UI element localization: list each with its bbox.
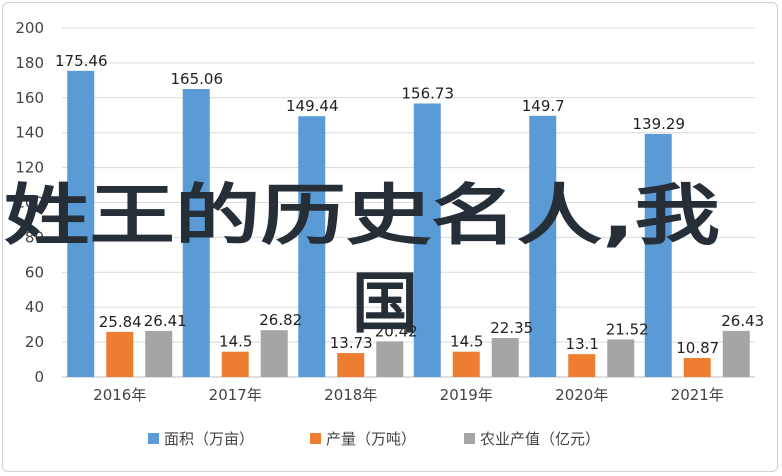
y-tick-label: 100 — [15, 194, 44, 212]
legend-swatch — [310, 433, 321, 444]
bar-value-label: 10.87 — [676, 339, 719, 357]
x-axis-ticks: 2016年 2017年 2018年 2019年 2020年 2021年 — [93, 386, 724, 404]
bar-value-label: 165.06 — [171, 70, 224, 88]
gridlines — [62, 27, 755, 378]
y-axis-ticks: 0 20 40 60 80 100 120 140 160 180 200 — [15, 19, 44, 386]
y-tick-label: 20 — [25, 333, 44, 351]
y-tick-label: 0 — [34, 368, 44, 386]
bar-value-label: 149.7 — [522, 97, 565, 115]
bar-value-label: 14.5 — [219, 333, 252, 351]
y-tick-label: 120 — [15, 159, 44, 177]
bar-value-label: 14.5 — [450, 333, 483, 351]
y-tick-label: 180 — [15, 54, 44, 72]
bar — [722, 330, 750, 377]
bar-value-label: 175.46 — [55, 52, 108, 70]
bar-value-label: 139.29 — [633, 115, 686, 133]
bar — [106, 331, 134, 377]
legend-label: 产量（万吨） — [326, 430, 416, 448]
bar — [644, 133, 672, 377]
bar-value-label: 21.52 — [606, 320, 649, 338]
bar — [529, 115, 557, 377]
bar — [413, 103, 441, 377]
bar — [260, 330, 288, 377]
bar-value-label: 25.84 — [99, 313, 142, 331]
x-tick-label: 2020年 — [555, 386, 608, 404]
legend-label: 面积（万亩） — [164, 430, 254, 448]
bar-value-label: 156.73 — [402, 85, 455, 103]
bar-value-label: 20.42 — [375, 322, 418, 340]
legend-swatch — [148, 433, 159, 444]
bar — [683, 358, 711, 377]
bar — [298, 116, 326, 377]
y-tick-label: 160 — [15, 89, 44, 107]
y-tick-label: 80 — [25, 228, 44, 246]
bars — [67, 70, 750, 377]
x-tick-label: 2018年 — [324, 386, 377, 404]
legend: 面积（万亩） 产量（万吨） 农业产值（亿元） — [148, 430, 600, 448]
overlay-text-line2: 国 — [352, 265, 418, 342]
bar — [568, 354, 596, 377]
bar-labels: 175.46 25.84 26.41 165.06 14.5 26.82 149.44 13.… — [55, 52, 764, 357]
bar-value-label: 26.82 — [259, 311, 302, 329]
legend-label: 农业产值（亿元） — [480, 430, 600, 448]
x-tick-label: 2021年 — [671, 386, 724, 404]
y-tick-label: 60 — [25, 263, 44, 281]
overlay-text-line1: 姓王的历史名人,我 — [4, 177, 720, 254]
x-tick-label: 2017年 — [209, 386, 262, 404]
bar-value-label: 149.44 — [286, 97, 339, 115]
bar-value-label: 13.1 — [566, 335, 599, 353]
overlay-watermark-text: 姓王的历史名人,我 国 — [4, 177, 720, 342]
x-tick-label: 2016年 — [93, 386, 146, 404]
y-tick-label: 200 — [15, 19, 44, 37]
bar-value-label: 26.41 — [144, 312, 187, 330]
bar-value-label: 13.73 — [330, 334, 373, 352]
bar — [491, 337, 519, 377]
bar-value-label: 26.43 — [721, 312, 764, 330]
bar — [221, 351, 249, 377]
bar-value-label: 22.35 — [490, 319, 533, 337]
bar — [607, 339, 635, 377]
y-tick-label: 140 — [15, 124, 44, 142]
bar — [182, 88, 210, 377]
bar — [337, 353, 365, 377]
y-tick-label: 40 — [25, 298, 44, 316]
x-tick-label: 2019年 — [440, 386, 493, 404]
legend-swatch — [464, 433, 475, 444]
bar — [67, 70, 95, 377]
bar — [452, 351, 480, 377]
bar — [376, 341, 404, 377]
bar — [145, 330, 173, 377]
